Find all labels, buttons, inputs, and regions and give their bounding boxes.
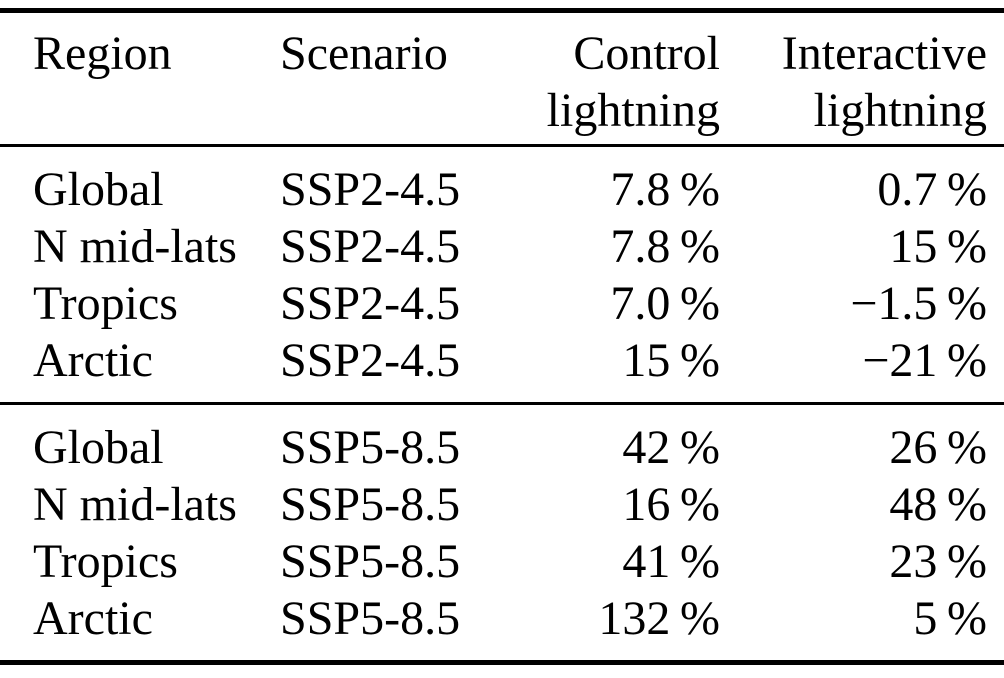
cell-interactive: 48 % xyxy=(889,478,987,531)
cell-scenario: SSP2-4.5 xyxy=(280,220,461,273)
cell-scenario: SSP2-4.5 xyxy=(280,334,461,387)
cell-region: N mid-lats xyxy=(33,220,237,273)
column-header-scenario-label: Scenario xyxy=(280,27,448,80)
cell-region: N mid-lats xyxy=(33,478,237,531)
cell-interactive: 23 % xyxy=(889,535,987,588)
cell-interactive: −21 % xyxy=(862,334,987,387)
cell-scenario: SSP2-4.5 xyxy=(280,277,461,330)
cell-scenario: SSP5-8.5 xyxy=(280,421,461,474)
column-header-region-label: Region xyxy=(33,27,172,80)
results-table: Region Scenario Control lightning Intera… xyxy=(0,8,1004,665)
row-group-ssp2: Global SSP2-4.5 7.8 % 0.7 % N mid-lats S… xyxy=(0,146,1004,404)
header-row: Region Scenario Control lightning Intera… xyxy=(0,11,1004,146)
table-row: Global SSP5-8.5 42 % 26 % xyxy=(0,404,1004,477)
table-row: Arctic SSP2-4.5 15 % −21 % xyxy=(0,332,1004,404)
cell-region: Arctic xyxy=(33,334,153,387)
cell-region: Tropics xyxy=(33,535,178,588)
row-group-ssp5: Global SSP5-8.5 42 % 26 % N mid-lats SSP… xyxy=(0,403,1004,663)
column-header-control-line2: lightning xyxy=(546,84,720,137)
table-row: N mid-lats SSP2-4.5 7.8 % 15 % xyxy=(0,218,1004,275)
cell-interactive: 0.7 % xyxy=(877,163,987,216)
cell-control: 15 % xyxy=(622,334,720,387)
cell-region: Global xyxy=(33,163,164,216)
column-header-interactive-lightning: Interactive lightning xyxy=(720,11,1004,146)
column-header-region: Region xyxy=(0,11,280,146)
table-row: Global SSP2-4.5 7.8 % 0.7 % xyxy=(0,146,1004,219)
cell-control: 42 % xyxy=(622,421,720,474)
cell-control: 7.0 % xyxy=(610,277,720,330)
column-header-scenario: Scenario xyxy=(280,11,492,146)
column-header-control-lightning: Control lightning xyxy=(492,11,720,146)
cell-interactive: 5 % xyxy=(913,592,987,645)
cell-scenario: SSP5-8.5 xyxy=(280,535,461,588)
cell-control: 41 % xyxy=(622,535,720,588)
cell-region: Tropics xyxy=(33,277,178,330)
table-row: Tropics SSP5-8.5 41 % 23 % xyxy=(0,533,1004,590)
cell-control: 132 % xyxy=(598,592,720,645)
column-header-interactive-line1: Interactive xyxy=(781,27,987,80)
cell-interactive: 26 % xyxy=(889,421,987,474)
cell-control: 7.8 % xyxy=(610,163,720,216)
cell-scenario: SSP5-8.5 xyxy=(280,478,461,531)
table-row: N mid-lats SSP5-8.5 16 % 48 % xyxy=(0,476,1004,533)
column-header-control-line1: Control xyxy=(573,27,720,80)
column-header-interactive-line2: lightning xyxy=(813,84,987,137)
table-row: Arctic SSP5-8.5 132 % 5 % xyxy=(0,590,1004,663)
table-row: Tropics SSP2-4.5 7.0 % −1.5 % xyxy=(0,275,1004,332)
cell-control: 7.8 % xyxy=(610,220,720,273)
cell-scenario: SSP5-8.5 xyxy=(280,592,461,645)
cell-region: Global xyxy=(33,421,164,474)
cell-scenario: SSP2-4.5 xyxy=(280,163,461,216)
table-header: Region Scenario Control lightning Intera… xyxy=(0,11,1004,146)
cell-control: 16 % xyxy=(622,478,720,531)
cell-interactive: 15 % xyxy=(889,220,987,273)
cell-region: Arctic xyxy=(33,592,153,645)
cell-interactive: −1.5 % xyxy=(850,277,987,330)
